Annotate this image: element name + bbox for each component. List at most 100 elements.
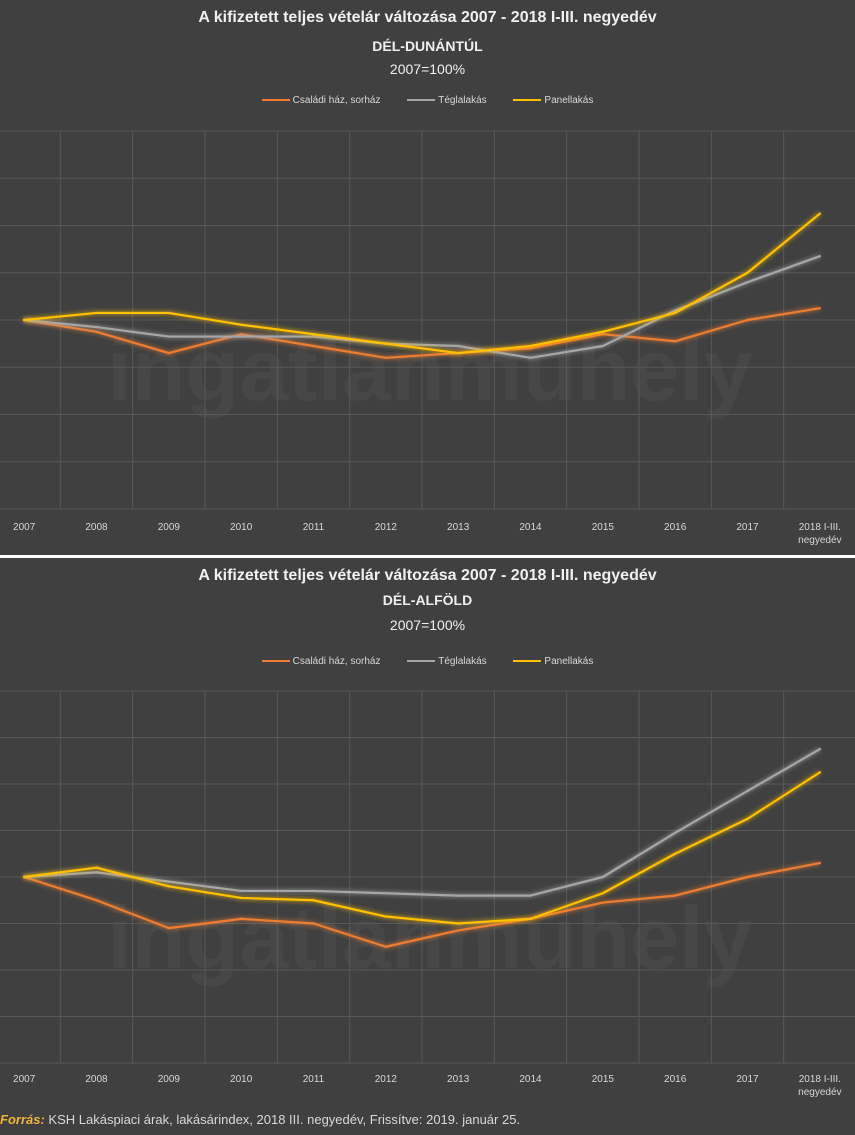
x-tick-label: 2012 — [375, 1074, 398, 1085]
data-point — [818, 747, 822, 751]
data-point — [167, 880, 171, 883]
chart-legend: Családi ház, sorház Téglalakás Panellaká… — [0, 656, 855, 667]
data-point — [95, 899, 98, 902]
data-point — [673, 894, 677, 897]
chart-plot-del-dunantul: ingatlanmuhely 2007 2008 2009 2010 2011 2012 20… — [0, 130, 855, 546]
data-point — [818, 255, 822, 258]
data-point — [95, 311, 98, 315]
chart-legend: Családi ház, sorház Téglalakás Panellaká… — [0, 95, 855, 106]
x-tick-label: 2007 — [13, 1074, 36, 1085]
chart-subtitle: DÉL-ALFÖLD — [382, 592, 473, 608]
legend-item-csaladi-haz: Családi ház, sorház — [261, 95, 381, 106]
data-point — [239, 335, 243, 338]
x-tick-label: 2013 — [447, 1074, 470, 1085]
legend-label: Téglalakás — [438, 656, 487, 667]
data-point — [673, 852, 677, 855]
data-point — [601, 330, 605, 334]
data-point — [239, 896, 243, 900]
data-point — [746, 789, 749, 793]
series-line — [24, 771, 821, 925]
data-point — [601, 901, 605, 904]
data-point — [746, 318, 749, 322]
data-point — [673, 309, 677, 312]
chart-base-label: 2007=100% — [389, 617, 466, 633]
x-tick-label: 2015 — [592, 1074, 615, 1085]
data-point — [456, 929, 460, 932]
data-point — [601, 892, 605, 895]
x-tick-label: 2014 — [519, 1074, 542, 1085]
x-tick-label: 2010 — [230, 1074, 253, 1085]
x-tick-label: 2016 — [664, 522, 687, 533]
x-tick-label: 2009 — [158, 522, 181, 533]
x-tick-label: 2008 — [85, 1074, 108, 1085]
series-line — [24, 748, 821, 897]
chart-base-label: 2007=100% — [389, 61, 466, 77]
panel-divider — [0, 555, 855, 558]
data-point — [601, 344, 605, 348]
legend-swatch — [407, 99, 436, 102]
data-point — [167, 335, 171, 338]
legend-swatch — [513, 99, 542, 102]
data-point — [384, 915, 388, 918]
chart-title: A kifizetett teljes vételár változása 20… — [198, 567, 657, 584]
data-point — [601, 875, 605, 879]
data-point — [746, 281, 749, 284]
data-point — [818, 861, 822, 865]
x-tick-label: 2009 — [158, 1074, 181, 1085]
data-point — [384, 356, 388, 359]
x-tick-label: 2010 — [230, 522, 253, 533]
chart-panel-del-dunantul: A kifizetett teljes vételár változása 20… — [0, 0, 855, 555]
series-line — [24, 212, 821, 355]
data-point — [818, 306, 822, 310]
data-point — [22, 875, 26, 879]
data-point — [312, 344, 315, 348]
x-tick-label: 2011 — [303, 1074, 325, 1085]
gridlines — [0, 130, 855, 510]
data-point — [529, 344, 532, 348]
data-point — [312, 899, 315, 902]
legend-item-panellakas: Panellakás — [513, 656, 593, 667]
data-point — [22, 318, 26, 322]
data-point — [167, 351, 171, 355]
watermark: ingatlanmuhely — [107, 320, 752, 419]
data-point — [673, 340, 677, 343]
legend-label: Panellakás — [544, 656, 594, 667]
legend-swatch — [407, 660, 436, 663]
source-label: Forrás: — [0, 1112, 45, 1127]
data-point — [601, 332, 605, 336]
data-point — [384, 945, 388, 948]
data-point — [746, 875, 749, 879]
data-point — [312, 889, 315, 893]
data-point — [95, 325, 98, 329]
legend-swatch — [513, 660, 542, 663]
data-point — [456, 922, 460, 925]
data-point — [529, 894, 532, 897]
legend-label: Családi ház, sorház — [292, 95, 381, 106]
legend-label: Családi ház, sorház — [292, 656, 381, 667]
data-point — [239, 332, 243, 336]
legend-item-csaladi-haz: Családi ház, sorház — [261, 656, 381, 667]
data-point — [456, 344, 460, 348]
x-tick-label: 2017 — [736, 522, 759, 533]
data-point — [529, 356, 532, 359]
data-point — [673, 831, 677, 835]
x-tick-label: 2017 — [736, 1074, 759, 1085]
data-point — [312, 922, 315, 925]
data-point — [456, 351, 460, 355]
series-line — [23, 307, 821, 359]
legend-item-teglalakas: Téglalakás — [407, 656, 487, 667]
data-point — [167, 885, 171, 888]
data-point — [384, 342, 388, 345]
data-point — [312, 335, 315, 338]
data-point — [239, 917, 243, 921]
data-point — [312, 332, 315, 336]
data-point — [167, 926, 171, 930]
x-tick-label: 2007 — [13, 522, 36, 533]
data-point — [95, 866, 98, 869]
chart-subtitle: DÉL-DUNÁNTÚL — [372, 38, 483, 54]
x-tick-label: 2018 I-III. negyedév — [798, 1074, 841, 1098]
x-tick-label: 2011 — [303, 522, 325, 533]
legend-label: Téglalakás — [438, 95, 487, 106]
data-point — [818, 212, 822, 215]
legend-label: Panellakás — [544, 95, 594, 106]
